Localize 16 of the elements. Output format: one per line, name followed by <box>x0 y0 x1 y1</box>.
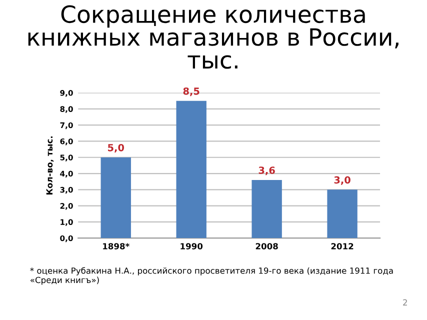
chart-title: Сокращение количества книжных магазинов в России, тыс. <box>28 5 398 69</box>
x-tick-label: 2008 <box>256 243 278 250</box>
x-tick-label: 2012 <box>331 243 354 250</box>
data-label: 8,5 <box>183 87 200 96</box>
bar <box>327 190 358 238</box>
text: * оценка Рубакина Н.А., российского просветителя 19-го века (издание 1911 года «Среди книгъ») <box>30 267 393 285</box>
x-tick-label: 1990 <box>180 243 203 250</box>
data-label: 3,0 <box>334 176 350 185</box>
bar <box>100 157 131 238</box>
bar <box>252 180 282 238</box>
y-axis-title: Кол-во, тыс. <box>46 136 54 194</box>
bar <box>176 100 206 238</box>
data-label: 3,6 <box>258 166 275 176</box>
text: 2 <box>403 299 407 306</box>
data-label: 5,0 <box>108 144 124 153</box>
x-tick-label: 1898* <box>103 243 130 250</box>
